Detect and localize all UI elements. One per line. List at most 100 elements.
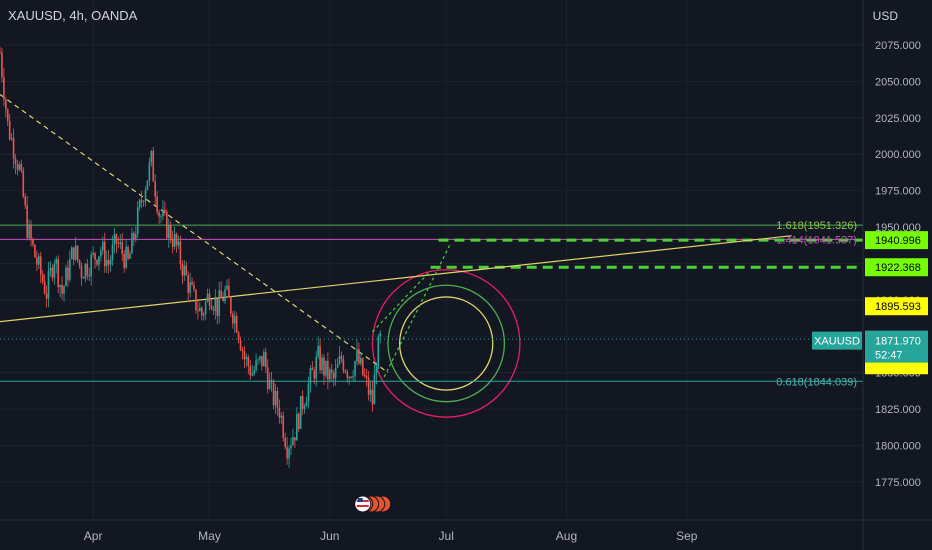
candle-body [292,437,294,445]
candle-body [305,401,308,407]
price-badge-text: 1895.593 [875,301,921,313]
candle-body [288,448,290,459]
candle-body [41,274,44,282]
price-badge[interactable] [865,258,928,277]
candle-body [80,265,83,278]
price-badge[interactable] [865,297,928,316]
candle-body [169,224,172,241]
candle-body [361,358,364,375]
candle-body [133,233,135,240]
candle-body [166,211,168,238]
x-tick-label: Sep [676,529,698,543]
candle-body [340,355,343,359]
candle-body [243,351,246,360]
candle-body [261,356,263,367]
candle-body [369,389,372,395]
price-badge-partial[interactable] [865,362,928,375]
candle-body [86,263,89,276]
fib-circle [398,296,494,391]
candle-body [237,332,240,341]
candle-body [49,267,52,272]
candle-body [280,415,283,418]
candle-body [191,282,193,285]
candle-body [142,201,145,203]
candle-body [6,109,9,121]
candle-body [74,245,77,260]
candle-body [358,349,360,364]
candle-body [251,373,253,376]
candle-body [164,209,166,212]
candle-body [150,150,153,163]
candle-body [144,189,147,202]
y-tick-label: 1800.000 [875,440,921,452]
trendlines [0,94,792,378]
price-badge[interactable] [865,231,928,250]
candle-body [296,413,298,441]
candle-body [59,284,61,288]
candle-body [14,158,17,165]
candle-body [78,259,81,266]
last-price-badge[interactable] [865,330,928,363]
candle-body [138,200,141,208]
candle-body [297,413,300,429]
trendline [0,235,792,323]
currency-label[interactable]: USD [872,9,898,23]
candle-body [294,437,296,441]
us-flag-icon[interactable] [354,495,372,513]
candle-body [113,234,116,245]
candle-body [117,243,120,245]
candle-body [5,99,7,110]
y-tick-label: 2025.000 [875,113,921,125]
candle-body [206,293,209,302]
candle-body [245,357,248,360]
candle-body [88,275,91,277]
candle-body [301,395,304,409]
candle-body [286,447,288,459]
candle-body [18,164,21,170]
candle-body [377,336,380,369]
candle-body [162,209,164,217]
candle-body [317,345,319,357]
candle-body [160,216,162,218]
candle-body [259,356,261,360]
candle-body [115,234,118,244]
candle-body [344,370,347,373]
candle-body [230,297,232,314]
candle-body [319,345,321,371]
y-tick-label: 2050.000 [875,76,921,88]
candle-body [371,389,374,405]
horizontal-lines [0,224,863,382]
y-tick-label: 2075.000 [875,40,921,52]
trendline [372,270,432,333]
candle-body [51,267,54,278]
candle-body [30,224,32,239]
symbol-title[interactable]: XAUUSD, 4h, OANDA [8,8,138,23]
candle-body [57,259,59,288]
candle-body [278,407,281,418]
candle-body [98,256,100,265]
fib-labels: 1.618(1951.326) 1.414(1941.537) 0.618(1844… [776,220,857,388]
candle-body [103,241,106,267]
x-tick-label: Jun [320,529,339,543]
symbol-badge[interactable] [812,331,862,350]
symbol-badge-text: XAUUSD [814,336,860,348]
candle-body [307,383,310,402]
y-tick-label: 1825.000 [875,404,921,416]
candle-body [32,238,34,245]
candle-body [346,372,349,378]
candle-body [171,240,174,247]
candlestick-series [0,46,382,469]
candle-body [270,380,273,383]
candle-body [210,305,213,310]
chart-grid [0,0,863,520]
candle-body [92,252,94,255]
candle-body [156,196,158,213]
candle-body [272,382,275,406]
candle-body [311,368,314,371]
candle-body [82,277,85,279]
price-badges: 1940.996 1922.368 1895.593 1871.970 52:47 XAU… [812,231,928,375]
candle-body [325,360,327,376]
candle-body [226,285,228,290]
candle-body [135,234,137,240]
